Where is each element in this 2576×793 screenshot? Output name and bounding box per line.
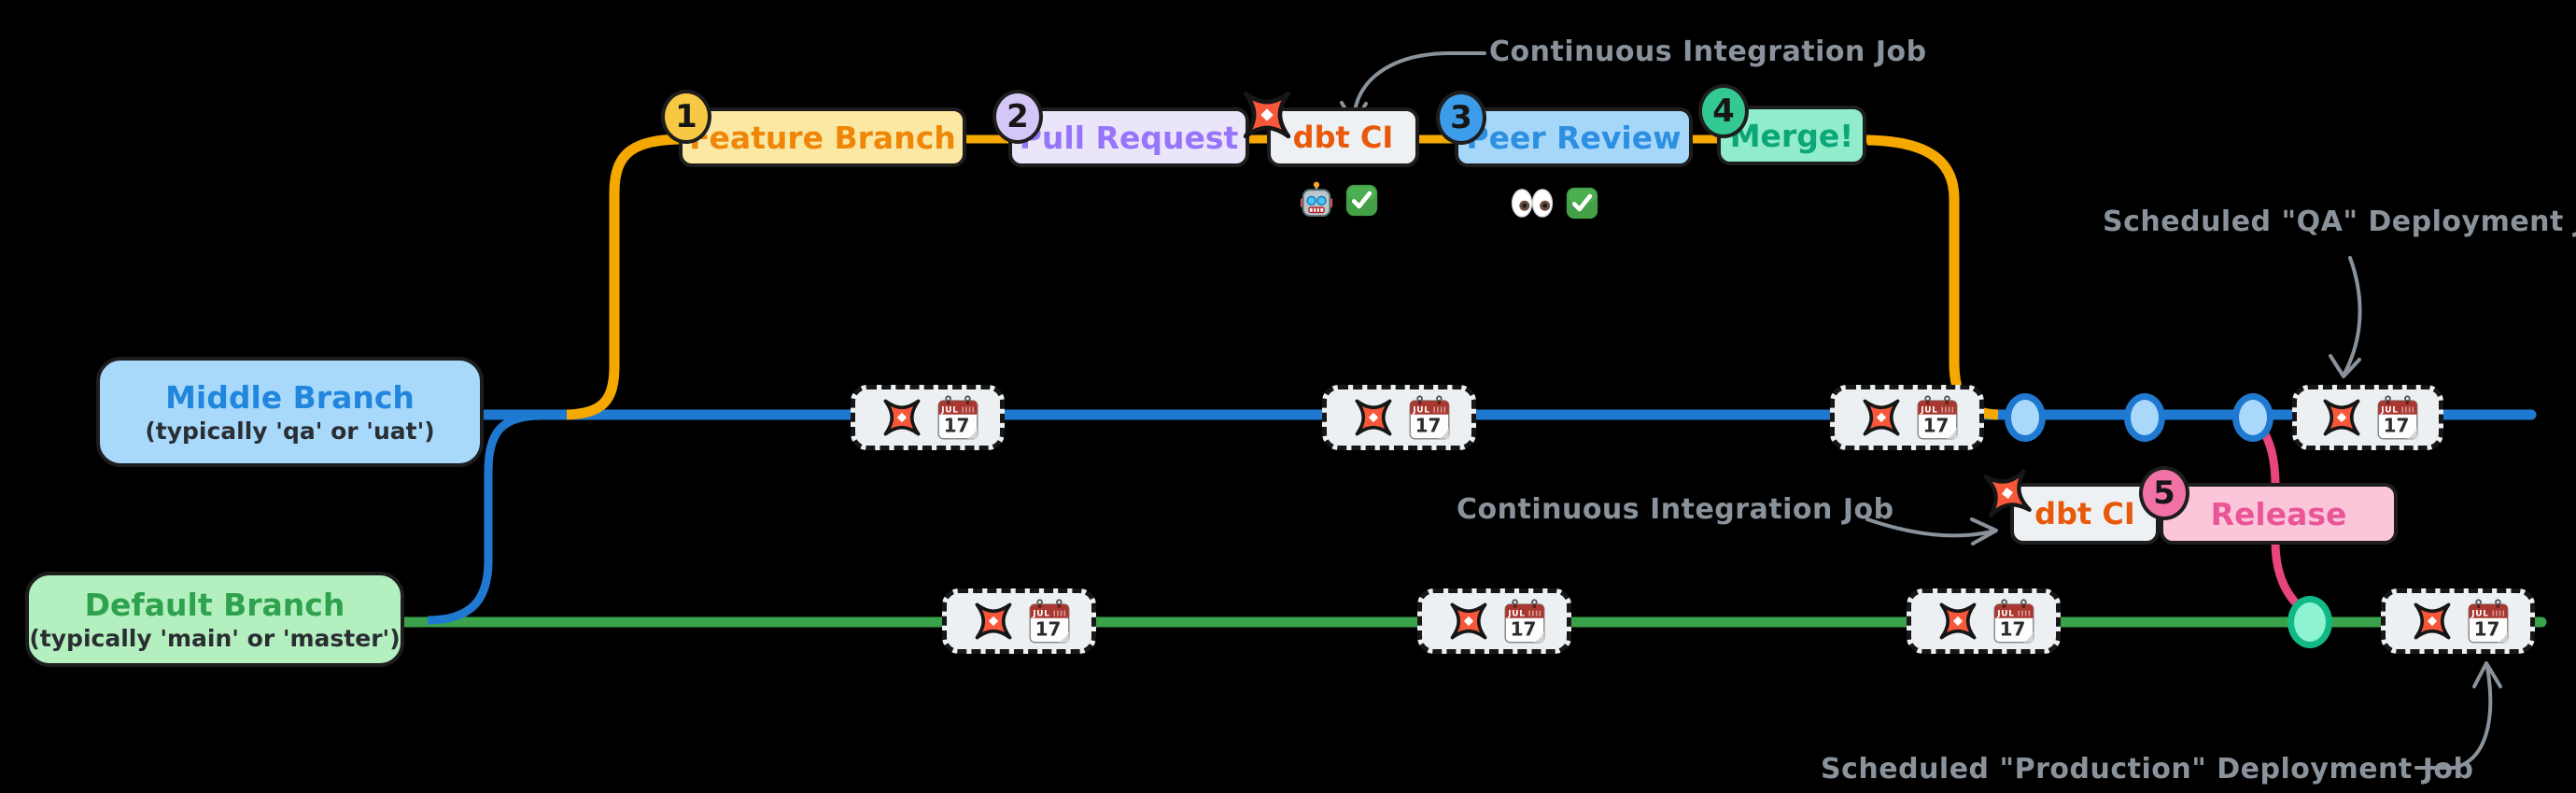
step-5-number: 5 <box>2153 474 2175 512</box>
middle-branch-title: Middle Branch <box>165 378 415 416</box>
dbt-ci-status-row <box>1300 181 1379 219</box>
dbt-logo-icon <box>877 392 927 443</box>
ci-top-arrow <box>1352 51 1486 121</box>
default-branch-title: Default Branch <box>84 586 345 623</box>
qa-arrow <box>2343 256 2362 375</box>
calendar-icon <box>936 395 979 441</box>
step-3-number: 3 <box>1450 99 1472 136</box>
dbt-logo-icon <box>2316 392 2367 443</box>
release-label: Release <box>2210 495 2347 532</box>
robot-icon <box>1300 181 1333 219</box>
step-2-number: 2 <box>1006 98 1029 135</box>
dbt-logo-icon <box>968 596 1019 646</box>
step-5-badge: 5 <box>2139 466 2189 520</box>
step-3-badge: 3 <box>1436 91 1486 145</box>
scheduled-job-box <box>1907 588 2061 654</box>
default-branch-subtitle: (typically 'main' or 'master') <box>29 625 401 652</box>
commit-dot <box>2124 393 2165 442</box>
ci-release-arrowhead-icon <box>1970 517 1998 545</box>
pull-request-step: Pull Request <box>1008 107 1249 167</box>
production-annotation: Scheduled "Production" Deployment Job <box>1821 753 2474 786</box>
scheduled-job-box <box>851 385 1005 450</box>
dbt-ci-step: dbt CI <box>1267 107 1419 167</box>
step-1-badge: 1 <box>661 90 711 144</box>
release-commit-dot <box>2287 596 2332 648</box>
dbt-logo-icon <box>1974 460 2041 527</box>
production-arrowhead-icon <box>2472 661 2502 688</box>
scheduled-job-box <box>1417 588 1571 654</box>
calendar-icon <box>1916 395 1959 441</box>
merge-label: Merge! <box>1729 117 1854 154</box>
ci-release-arrow <box>1865 517 1994 538</box>
dbt-logo-icon <box>2407 596 2457 646</box>
calendar-icon <box>2376 395 2419 441</box>
default-branch-box: Default Branch (typically 'main' or 'mas… <box>25 572 404 667</box>
production-arrow <box>2414 665 2493 770</box>
scheduled-job-box <box>942 588 1096 654</box>
middle-branch-box: Middle Branch (typically 'qa' or 'uat') <box>96 357 484 467</box>
scheduled-job-box <box>1322 385 1476 450</box>
dbt-logo-icon <box>1234 82 1300 148</box>
release-step: Release <box>2160 483 2398 545</box>
dbt-ci-release-label: dbt CI <box>2034 496 2135 531</box>
branch-fork-curve <box>427 411 542 625</box>
middle-branch-subtitle: (typically 'qa' or 'uat') <box>145 418 435 445</box>
calendar-icon <box>2467 599 2510 644</box>
peer-review-label: Peer Review <box>1466 119 1682 156</box>
feature-branch-step: Feature Branch <box>679 107 966 167</box>
dbt-logo-icon <box>1933 596 1983 646</box>
production-deployment-job-box <box>2381 588 2535 654</box>
scheduled-job-box <box>1830 385 1984 450</box>
calendar-icon <box>1992 599 2035 644</box>
feature-branch-label: Feature Branch <box>689 119 956 156</box>
merge-in-curve <box>1866 135 1999 420</box>
peer-review-step: Peer Review <box>1455 107 1693 167</box>
qa-arrowhead-icon <box>2329 354 2361 378</box>
commit-dot <box>2232 393 2273 442</box>
feature-branch-out-curve <box>566 134 685 420</box>
check-icon <box>1565 186 1599 220</box>
eyes-icon <box>1511 189 1554 218</box>
check-icon <box>1344 183 1379 218</box>
qa-deployment-job-box <box>2292 385 2443 450</box>
peer-review-status-row <box>1511 186 1599 220</box>
ci-top-annotation: Continuous Integration Job <box>1489 35 1927 68</box>
step-4-badge: 4 <box>1698 84 1749 138</box>
step-4-number: 4 <box>1712 92 1735 130</box>
calendar-icon <box>1028 599 1071 644</box>
dbt-logo-icon <box>1348 392 1399 443</box>
qa-annotation: Scheduled "QA" Deployment Job <box>2103 205 2576 238</box>
step-1-number: 1 <box>675 98 697 135</box>
dbt-ci-release-step: dbt CI <box>2010 483 2160 545</box>
step-2-badge: 2 <box>992 90 1043 144</box>
commit-dot <box>2005 393 2046 442</box>
dbt-logo-icon <box>1856 392 1907 443</box>
dbt-ci-label: dbt CI <box>1292 120 1394 155</box>
calendar-icon <box>1408 395 1451 441</box>
dbt-logo-icon <box>1443 596 1494 646</box>
pull-request-label: Pull Request <box>1019 119 1239 156</box>
calendar-icon <box>1503 599 1546 644</box>
merge-step: Merge! <box>1717 106 1866 165</box>
ci-release-annotation: Continuous Integration Job <box>1457 493 1894 526</box>
